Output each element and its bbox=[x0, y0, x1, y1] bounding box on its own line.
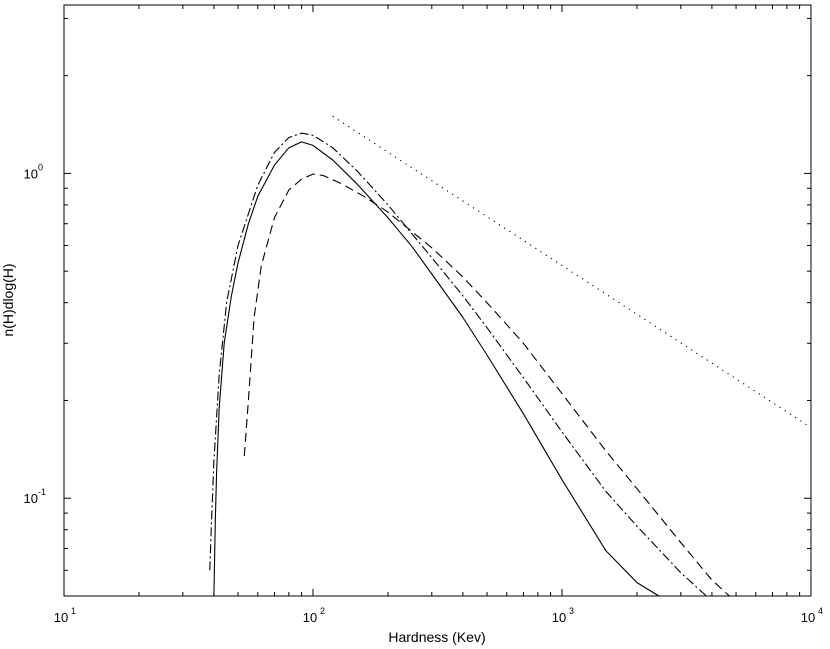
series-line-solid bbox=[213, 141, 660, 597]
x-tick-label: 10 bbox=[303, 610, 317, 625]
axis-tick-labels: 10 1 10 2 10 3 10 410 -110 0 bbox=[24, 162, 823, 625]
x-tick-label-exponent: 2 bbox=[320, 606, 325, 616]
y-tick-label: 10 bbox=[24, 166, 38, 181]
x-tick-label-exponent: 3 bbox=[569, 606, 574, 616]
x-tick-label: 10 bbox=[801, 610, 815, 625]
series-line-dashed bbox=[243, 173, 730, 597]
y-tick-label-exponent: -1 bbox=[38, 487, 46, 497]
x-tick-label: 10 bbox=[54, 610, 68, 625]
axis-ticks bbox=[63, 5, 812, 597]
x-tick-label-exponent: 1 bbox=[71, 606, 76, 616]
y-axis-label: n(H)dlog(H) bbox=[0, 263, 16, 336]
x-tick-label-exponent: 4 bbox=[818, 606, 823, 616]
x-tick-label: 10 bbox=[552, 610, 566, 625]
series-line-dash-dot bbox=[209, 132, 707, 597]
y-tick-label-exponent: 0 bbox=[38, 162, 43, 172]
x-axis-label: Hardness (Kev) bbox=[388, 629, 485, 645]
plot-frame bbox=[63, 4, 812, 597]
y-tick-label: 10 bbox=[24, 491, 38, 506]
series-layer bbox=[209, 115, 812, 597]
series-line-dotted bbox=[332, 115, 812, 429]
